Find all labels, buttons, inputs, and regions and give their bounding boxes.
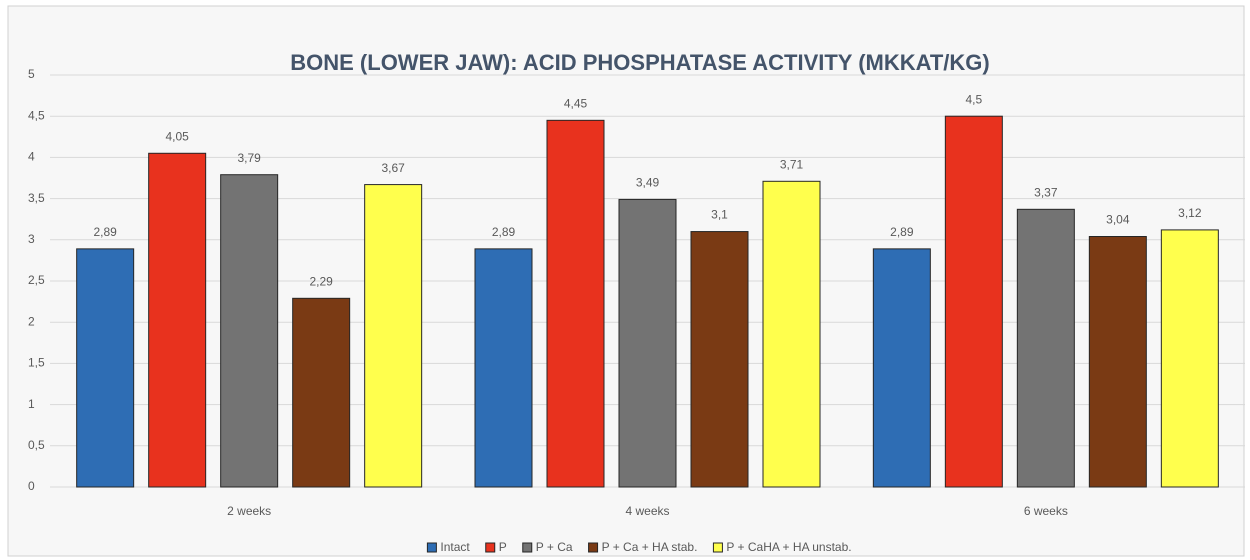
value-label: 2,89 [890,225,914,239]
bar [690,231,749,488]
legend-label: Intact [440,540,470,554]
value-label: 3,49 [636,176,660,190]
value-label: 4,05 [165,129,189,143]
y-tick-label: 0,5 [28,438,45,452]
bar [474,248,533,488]
y-tick-label: 5 [28,67,35,81]
y-tick-label: 1 [28,397,35,411]
y-tick-label: 2,5 [28,273,45,287]
legend-swatch [712,542,723,553]
y-tick-label: 3 [28,232,35,246]
y-tick-label: 4 [28,150,35,164]
legend-label: P + CaHA + HA unstab. [726,540,851,554]
legend-swatch [588,542,599,553]
x-tick-label: 4 weeks [625,504,669,518]
bar [762,180,821,488]
value-label: 3,79 [237,151,261,165]
bar [148,152,207,488]
legend-label: P + Ca + HA stab. [602,540,698,554]
bar [618,198,677,488]
x-tick-label: 6 weeks [1024,504,1068,518]
legend-swatch [522,542,533,553]
y-tick-label: 4,5 [28,108,45,122]
bar [292,297,351,488]
legend-swatch [426,542,437,553]
value-label: 3,1 [711,208,728,222]
chart-title: BONE (LOWER JAW): ACID PHOSPHATASE ACTIV… [290,50,990,75]
bar [76,248,135,488]
value-label: 2,89 [93,225,117,239]
bar [1016,208,1075,488]
legend-item: P + Ca [522,540,573,554]
legend-item: P + CaHA + HA unstab. [712,540,852,554]
bar [364,184,423,488]
legend: Intact P P + Ca P + Ca + HA stab. P + CaHA +… [426,540,852,554]
legend-swatch [485,542,496,553]
bar [546,119,605,488]
value-label: 4,45 [564,96,588,110]
y-tick-label: 1,5 [28,356,45,370]
value-label: 4,5 [965,92,982,106]
bar [1160,229,1219,488]
y-tick-label: 3,5 [28,191,45,205]
legend-item: P + Ca + HA stab. [588,540,698,554]
value-label: 3,67 [381,161,405,175]
bar [1088,236,1147,488]
value-label: 3,12 [1178,206,1202,220]
value-label: 2,29 [309,274,333,288]
legend-item: P [485,540,507,554]
legend-label: P + Ca [536,540,573,554]
y-tick-label: 0 [28,479,35,493]
value-label: 3,04 [1106,213,1130,227]
y-tick-label: 2 [28,314,35,328]
value-label: 3,37 [1034,185,1058,199]
bar [872,248,931,488]
legend-label: P [499,540,507,554]
bar [944,115,1003,488]
x-tick-label: 2 weeks [227,504,271,518]
legend-item: Intact [426,540,470,554]
value-label: 2,89 [492,225,516,239]
value-label: 3,71 [780,157,804,171]
bar [220,174,279,488]
